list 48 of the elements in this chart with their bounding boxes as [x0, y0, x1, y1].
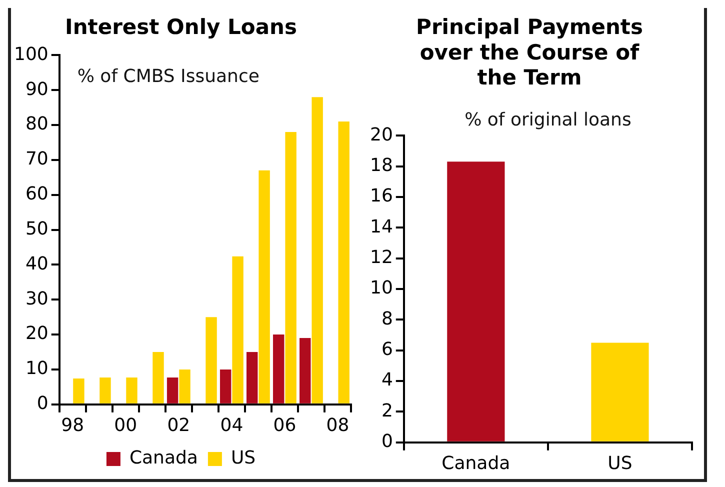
bar: [246, 352, 258, 404]
chart-title: Principal Payments over the Course of the Term: [416, 15, 643, 90]
y-tick-label: 70: [25, 148, 48, 170]
y-tick-label: 20: [25, 323, 48, 344]
x-tick-label: 00: [114, 414, 138, 436]
bar: [206, 317, 217, 404]
y-tick-label: 0: [36, 393, 48, 414]
bar: [273, 334, 284, 404]
y-tick-label: 10: [25, 358, 48, 380]
bar: [300, 338, 311, 404]
x-tick-label: 04: [220, 414, 244, 436]
bar: [312, 97, 323, 404]
bar: [152, 352, 164, 404]
bar: [166, 378, 178, 404]
y-tick-label: 2: [381, 400, 393, 422]
y-tick-label: 18: [370, 154, 393, 176]
bar: [338, 122, 350, 404]
y-tick-label: 90: [25, 78, 48, 100]
y-tick-label: 20: [370, 124, 393, 146]
y-tick-label: 30: [25, 288, 48, 310]
bar: [100, 378, 111, 404]
y-tick-label: 10: [370, 278, 393, 299]
y-tick-label: 8: [381, 308, 393, 330]
y-tick-label: 40: [25, 253, 48, 274]
y-tick-label: 60: [25, 184, 48, 205]
bar: [232, 256, 244, 404]
y-tick-label: 6: [381, 339, 393, 360]
y-tick-label: 12: [370, 246, 393, 268]
y-tick-label: 100: [14, 44, 48, 65]
bar: [220, 369, 232, 404]
y-tick-label: 50: [25, 218, 48, 240]
y-tick-label: 16: [370, 186, 393, 207]
y-tick-label: 0: [381, 431, 393, 452]
chart-title: Interest Only Loans: [65, 15, 297, 40]
x-tick-label: 98: [61, 414, 84, 436]
x-tick-label: 08: [326, 414, 350, 436]
bar: [179, 369, 190, 404]
bar: [285, 132, 296, 404]
y-tick-label: 4: [381, 370, 393, 391]
text: % of original loans: [464, 110, 632, 131]
bar: [258, 170, 270, 404]
x-tick-label: 06: [273, 414, 296, 436]
y-tick-label: 14: [370, 216, 393, 238]
annotation: % of CMBS Issuance: [77, 66, 260, 87]
x-tick-label: 02: [167, 414, 190, 436]
bar: [126, 378, 138, 404]
bar: [73, 378, 84, 404]
y-tick-label: 80: [25, 114, 48, 135]
